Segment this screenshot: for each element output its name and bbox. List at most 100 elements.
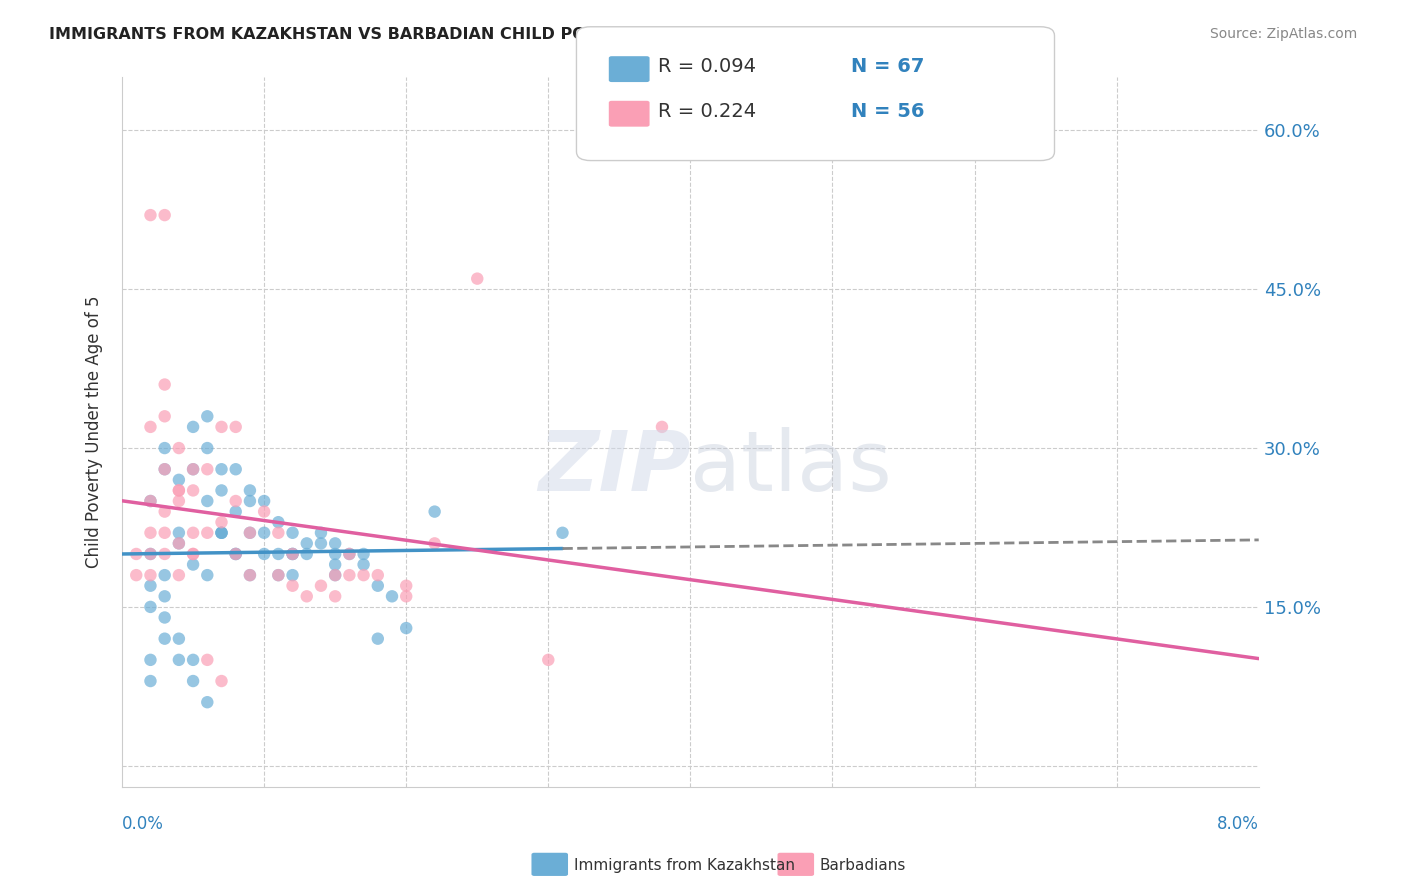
Point <box>395 621 418 635</box>
Point <box>167 536 190 550</box>
Text: 0.0%: 0.0% <box>122 815 165 833</box>
Point <box>181 547 204 561</box>
Point <box>225 420 247 434</box>
Point <box>211 483 233 498</box>
Point <box>239 525 262 540</box>
Point <box>195 494 218 508</box>
Point <box>337 568 360 582</box>
Point <box>125 547 148 561</box>
Point <box>153 462 176 476</box>
Point <box>239 494 262 508</box>
Point <box>167 525 190 540</box>
Point <box>139 653 162 667</box>
Point <box>181 547 204 561</box>
Point <box>281 579 304 593</box>
Point <box>465 271 488 285</box>
Point <box>353 558 375 572</box>
Point <box>195 462 218 476</box>
Point <box>551 525 574 540</box>
Point <box>381 590 404 604</box>
Point <box>309 579 332 593</box>
Point <box>211 420 233 434</box>
Point <box>153 462 176 476</box>
Point <box>167 632 190 646</box>
Text: atlas: atlas <box>690 427 893 508</box>
Point <box>167 483 190 498</box>
Point <box>153 590 176 604</box>
Text: ZIP: ZIP <box>537 427 690 508</box>
Point <box>181 462 204 476</box>
Point <box>253 494 276 508</box>
Point <box>211 673 233 688</box>
Point <box>323 568 346 582</box>
Point <box>153 441 176 455</box>
Text: R = 0.224: R = 0.224 <box>658 102 756 121</box>
Point <box>225 547 247 561</box>
Point <box>195 525 218 540</box>
Point <box>153 547 176 561</box>
Point <box>281 547 304 561</box>
Point <box>295 547 318 561</box>
Y-axis label: Child Poverty Under the Age of 5: Child Poverty Under the Age of 5 <box>86 296 103 568</box>
Point <box>225 505 247 519</box>
Point <box>253 547 276 561</box>
Point <box>139 420 162 434</box>
Point <box>139 547 162 561</box>
Point <box>367 579 389 593</box>
Point <box>281 547 304 561</box>
Text: Immigrants from Kazakhstan: Immigrants from Kazakhstan <box>574 858 794 872</box>
Point <box>153 409 176 424</box>
Point <box>139 494 162 508</box>
Point <box>323 590 346 604</box>
Point <box>195 653 218 667</box>
Point <box>367 568 389 582</box>
Point <box>323 536 346 550</box>
Point <box>167 536 190 550</box>
Point <box>367 632 389 646</box>
Point <box>309 525 332 540</box>
Point <box>323 568 346 582</box>
Point <box>153 568 176 582</box>
Point <box>153 610 176 624</box>
Point <box>395 590 418 604</box>
Text: N = 56: N = 56 <box>851 102 924 121</box>
Point <box>125 568 148 582</box>
Point <box>181 673 204 688</box>
Point <box>423 505 446 519</box>
Point <box>309 536 332 550</box>
Point <box>181 525 204 540</box>
Point <box>253 505 276 519</box>
Point <box>181 558 204 572</box>
Point <box>153 208 176 222</box>
Point <box>267 515 290 529</box>
Point <box>153 632 176 646</box>
Point <box>267 568 290 582</box>
Text: R = 0.094: R = 0.094 <box>658 57 756 77</box>
Point <box>167 483 190 498</box>
Point <box>323 547 346 561</box>
Point <box>195 409 218 424</box>
Point <box>267 547 290 561</box>
Point <box>195 568 218 582</box>
Point <box>651 420 673 434</box>
Point <box>225 547 247 561</box>
Point <box>253 525 276 540</box>
Point <box>281 568 304 582</box>
Point <box>139 494 162 508</box>
Point <box>139 547 162 561</box>
Text: Barbadians: Barbadians <box>820 858 905 872</box>
Point <box>267 568 290 582</box>
Point <box>239 525 262 540</box>
Text: N = 67: N = 67 <box>851 57 924 77</box>
Point <box>267 525 290 540</box>
Point <box>139 208 162 222</box>
Point <box>211 525 233 540</box>
Point <box>211 462 233 476</box>
Point <box>337 547 360 561</box>
Point <box>281 525 304 540</box>
Text: IMMIGRANTS FROM KAZAKHSTAN VS BARBADIAN CHILD POVERTY UNDER THE AGE OF 5 CORRELA: IMMIGRANTS FROM KAZAKHSTAN VS BARBADIAN … <box>49 27 1039 42</box>
Point <box>211 515 233 529</box>
Point <box>139 673 162 688</box>
Point <box>323 558 346 572</box>
Point <box>211 525 233 540</box>
